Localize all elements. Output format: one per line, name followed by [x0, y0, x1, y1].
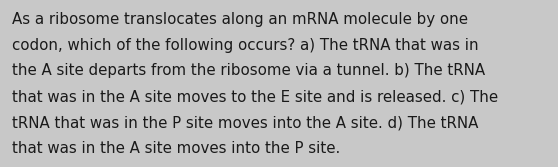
Text: that was in the A site moves into the P site.: that was in the A site moves into the P … — [12, 141, 340, 156]
Text: tRNA that was in the P site moves into the A site. d) The tRNA: tRNA that was in the P site moves into t… — [12, 115, 479, 130]
Text: the A site departs from the ribosome via a tunnel. b) The tRNA: the A site departs from the ribosome via… — [12, 63, 485, 78]
Text: As a ribosome translocates along an mRNA molecule by one: As a ribosome translocates along an mRNA… — [12, 12, 468, 27]
Text: codon, which of the following occurs? a) The tRNA that was in: codon, which of the following occurs? a)… — [12, 38, 479, 53]
Text: that was in the A site moves to the E site and is released. c) The: that was in the A site moves to the E si… — [12, 89, 498, 104]
